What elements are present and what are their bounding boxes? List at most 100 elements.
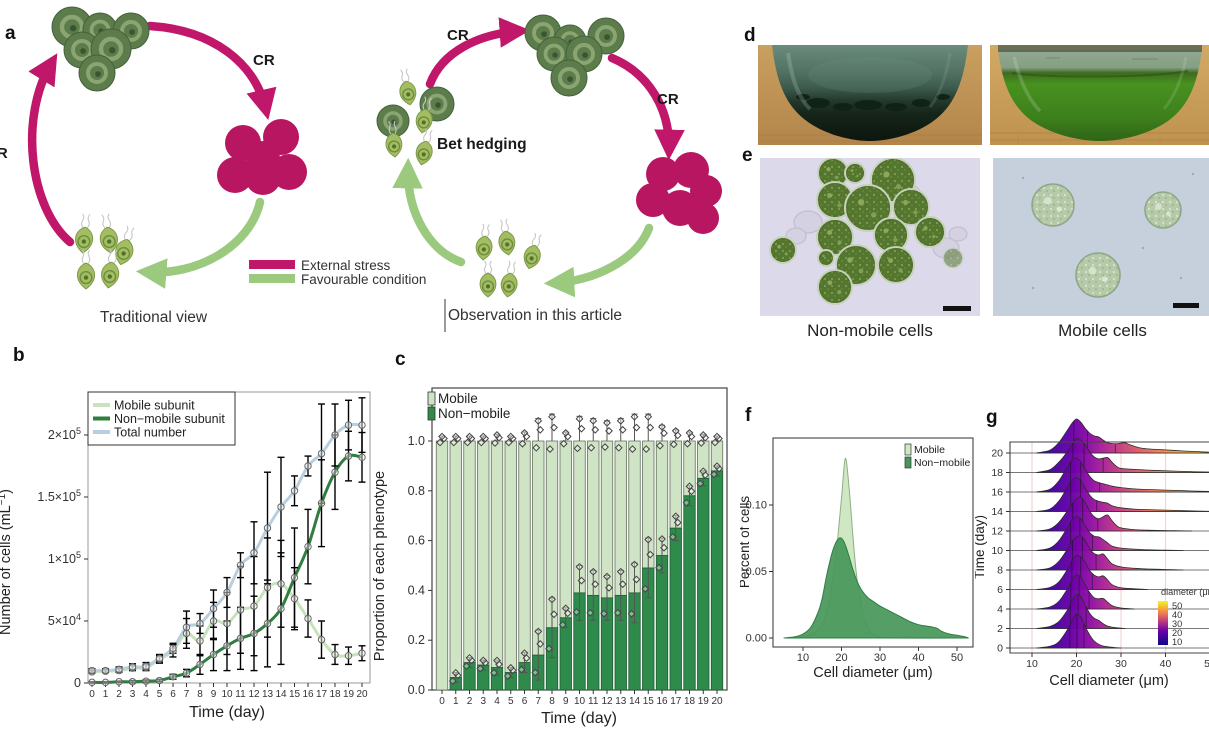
svg-text:8: 8 <box>997 565 1003 577</box>
svg-text:14: 14 <box>275 689 287 700</box>
svg-text:Time (day): Time (day) <box>541 710 617 727</box>
panel-b-legend-box <box>87 391 236 446</box>
svg-text:15: 15 <box>643 696 655 707</box>
svg-text:1.0: 1.0 <box>408 434 425 448</box>
svg-text:Non−mobile: Non−mobile <box>438 406 510 421</box>
svg-text:30: 30 <box>1115 658 1127 670</box>
svg-text:14: 14 <box>991 506 1003 518</box>
svg-text:11: 11 <box>588 696 599 707</box>
svg-text:16: 16 <box>302 689 314 700</box>
cr-label-right-cycle-side: CR <box>657 91 679 108</box>
legend-external-stress-label: External stress <box>301 258 391 273</box>
svg-text:19: 19 <box>698 696 710 707</box>
svg-text:0.10: 0.10 <box>746 500 767 512</box>
svg-text:17: 17 <box>316 689 328 700</box>
svg-text:1×105: 1×105 <box>48 550 81 566</box>
svg-text:11: 11 <box>235 689 246 700</box>
svg-text:0.4: 0.4 <box>408 583 425 597</box>
svg-text:0: 0 <box>89 689 95 700</box>
panel-g-ridgeline-chart: 024681012141618201020304050Cell diameter… <box>975 418 1209 689</box>
density-non-mobile <box>783 537 969 639</box>
svg-text:4: 4 <box>494 696 500 707</box>
scale-bar <box>1173 303 1199 308</box>
svg-text:0: 0 <box>997 643 1003 655</box>
external-stress-swatch <box>249 260 295 269</box>
svg-text:17: 17 <box>670 696 682 707</box>
svg-text:diameter (μm): diameter (μm) <box>1161 587 1209 597</box>
svg-text:10: 10 <box>1172 637 1182 647</box>
svg-text:Time (day): Time (day) <box>189 704 265 721</box>
cycle-diagrams <box>27 6 722 298</box>
svg-text:9: 9 <box>211 689 217 700</box>
svg-text:19: 19 <box>343 689 355 700</box>
sediment-clumps <box>796 94 950 111</box>
ridge-day-6 <box>1036 554 1148 590</box>
panel-label-e: e <box>742 145 753 166</box>
svg-text:50: 50 <box>951 652 963 664</box>
ridge-day-0 <box>1036 613 1122 649</box>
svg-text:0.00: 0.00 <box>746 633 767 645</box>
caption-traditional-view: Traditional view <box>100 309 208 326</box>
svg-text:0: 0 <box>74 676 81 690</box>
svg-text:Total number: Total number <box>114 426 186 440</box>
svg-text:1: 1 <box>103 689 109 700</box>
svg-text:0: 0 <box>439 696 445 707</box>
svg-text:7: 7 <box>184 689 190 700</box>
bet-hedging-label: Bet hedging <box>437 136 527 153</box>
svg-text:0.6: 0.6 <box>408 534 425 548</box>
svg-text:5: 5 <box>157 689 163 700</box>
svg-text:10: 10 <box>797 652 809 664</box>
svg-text:Non−mobile: Non−mobile <box>914 457 970 469</box>
micrograph-mobile-cells <box>993 158 1209 316</box>
svg-text:13: 13 <box>262 689 274 700</box>
svg-text:Cell diameter (μm): Cell diameter (μm) <box>813 665 933 681</box>
svg-text:2: 2 <box>116 689 122 700</box>
legend-favourable-condition-label: Favourable condition <box>301 272 427 287</box>
favourable-condition-swatch <box>249 274 295 283</box>
panel-a-diagram <box>27 6 722 298</box>
svg-text:0.0: 0.0 <box>408 683 425 697</box>
svg-text:0.2: 0.2 <box>408 633 425 647</box>
svg-text:Cell diameter (μm): Cell diameter (μm) <box>1049 673 1169 689</box>
cr-label-left-cycle-down: CR <box>253 52 275 69</box>
caption-non-mobile-cells: Non-mobile cells <box>807 321 933 340</box>
svg-text:0.8: 0.8 <box>408 484 425 498</box>
svg-text:10: 10 <box>221 689 233 700</box>
panel-label-f: f <box>745 405 752 426</box>
svg-text:20: 20 <box>356 689 368 700</box>
svg-text:14: 14 <box>629 696 641 707</box>
svg-text:3: 3 <box>130 689 136 700</box>
caption-divider-line <box>444 299 446 332</box>
svg-text:0.05: 0.05 <box>746 566 767 578</box>
svg-text:1: 1 <box>453 696 459 707</box>
svg-text:20: 20 <box>1172 628 1182 638</box>
micrograph-non-mobile-cells <box>760 158 980 316</box>
svg-text:Proportion of each phenotype: Proportion of each phenotype <box>372 471 388 661</box>
svg-text:20: 20 <box>1071 658 1083 670</box>
svg-text:50: 50 <box>1204 658 1209 670</box>
svg-text:4: 4 <box>143 689 149 700</box>
svg-text:6: 6 <box>997 584 1003 596</box>
svg-text:Time (day): Time (day) <box>975 515 987 579</box>
svg-text:Percent of cells: Percent of cells <box>740 496 752 589</box>
svg-text:Mobile: Mobile <box>914 444 945 456</box>
svg-text:1.5×105: 1.5×105 <box>37 488 81 504</box>
svg-text:2×105: 2×105 <box>48 426 81 442</box>
svg-text:20: 20 <box>711 696 723 707</box>
svg-text:Mobile: Mobile <box>438 391 478 406</box>
svg-text:8: 8 <box>197 689 203 700</box>
panel-label-c: c <box>395 349 406 370</box>
panel-label-g: g <box>986 407 998 428</box>
svg-text:30: 30 <box>1172 619 1182 629</box>
svg-text:6: 6 <box>170 689 176 700</box>
svg-text:18: 18 <box>684 696 696 707</box>
flask-photo-settled-culture <box>758 45 982 145</box>
svg-text:18: 18 <box>991 467 1003 479</box>
cr-label-left-cycle-up: CR <box>0 145 8 162</box>
diameter-colour-scale <box>1158 601 1168 645</box>
ridge-day-2 <box>1036 593 1126 629</box>
flask-photo-mixed-culture <box>990 45 1209 145</box>
svg-text:10: 10 <box>991 545 1003 557</box>
